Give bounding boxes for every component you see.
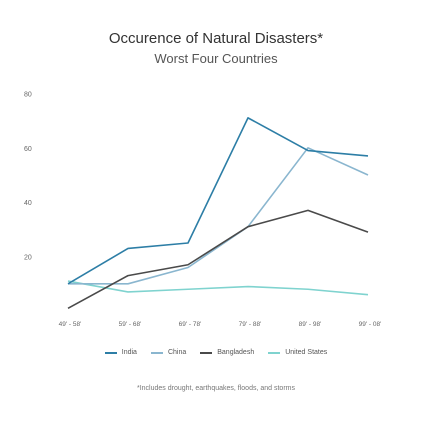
legend-swatch-china (150, 351, 163, 354)
legend-swatch-bangladesh (200, 351, 213, 354)
chart-subtitle: Worst Four Countries (154, 51, 278, 66)
footnote: *Includes drought, earthquakes, floods, … (137, 385, 295, 392)
legend: India China Bangladesh United States (0, 349, 432, 356)
legend-label-united-states: United States (285, 349, 328, 356)
legend-label-india: India (121, 349, 137, 356)
series-line-bangladesh (67, 209, 369, 309)
x-tick-label: 59' - 68' (119, 321, 142, 328)
x-tick-label: 89' - 98' (299, 321, 322, 328)
y-tick-label: 80 (24, 91, 32, 98)
legend-swatch-india (104, 351, 117, 354)
chart-title: Occurence of Natural Disasters* (108, 30, 324, 47)
x-tick-label: 69' - 78' (179, 321, 202, 328)
series-line-united-states (67, 280, 369, 296)
y-tick-label: 40 (24, 200, 32, 207)
series-line-china (68, 147, 369, 285)
x-tick-label: 79' - 88' (239, 321, 262, 328)
legend-item-bangladesh: Bangladesh (200, 349, 254, 356)
x-tick-label: 49' - 58' (59, 321, 82, 328)
legend-label-china: China (167, 349, 187, 356)
legend-swatch-united-states (268, 351, 281, 354)
legend-item-united-states: United States (268, 349, 327, 356)
y-tick-label: 20 (24, 255, 32, 262)
series-line-india (67, 117, 369, 285)
legend-label-bangladesh: Bangladesh (217, 349, 255, 356)
legend-item-china: China (150, 349, 187, 356)
x-tick-label: 99' - 08' (359, 321, 382, 328)
legend-item-india: India (104, 349, 137, 356)
y-tick-label: 60 (24, 146, 32, 153)
